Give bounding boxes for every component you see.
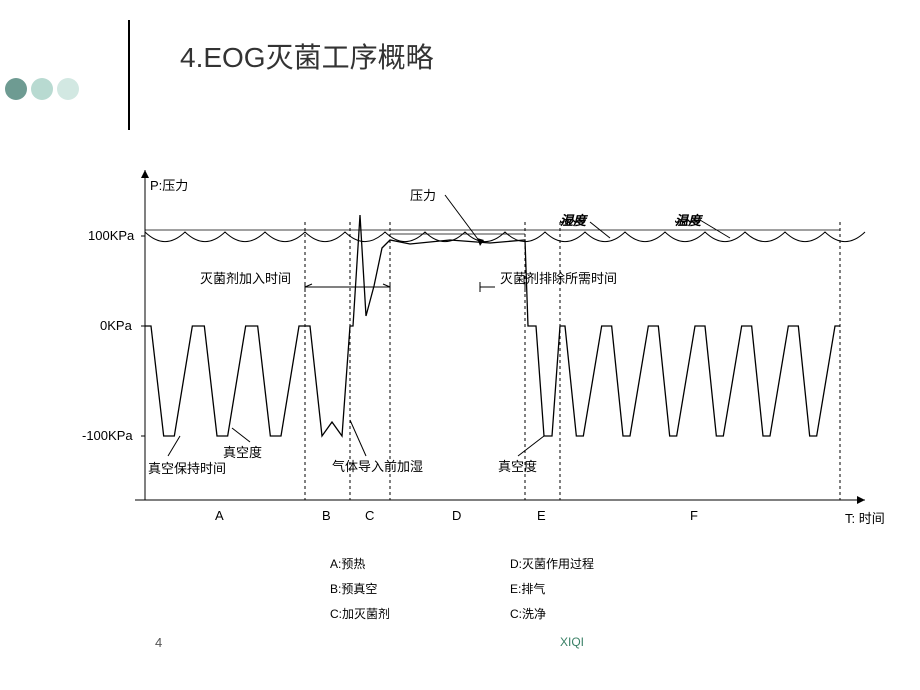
vacuum-hold-annot: 真空保持时间 — [148, 458, 226, 477]
legend-A: A:预热 — [330, 555, 365, 572]
legend-E: E:排气 — [510, 580, 545, 597]
legend-C2: C:洗净 — [510, 605, 546, 622]
slide-number: 4 — [155, 635, 162, 650]
pressure-annot: 压力 — [410, 185, 436, 204]
legend-C: C:加灭菌剂 — [330, 605, 390, 622]
chart-svg — [50, 160, 880, 660]
sterilant-add-annot: 灭菌剂加入时间 — [200, 268, 291, 287]
decor-dots — [5, 78, 83, 105]
phase-F: F — [690, 508, 698, 523]
legend-B: B:预真空 — [330, 580, 377, 597]
vacuum-deg-annot: 真空度 — [223, 442, 262, 461]
legend-D: D:灭菌作用过程 — [510, 555, 594, 572]
phase-D: D — [452, 508, 461, 523]
title-rule — [128, 20, 130, 130]
t-axis-label: T: 时间 — [845, 508, 885, 527]
ytick-100: 100KPa — [88, 228, 134, 243]
vacuum-deg2-annot: 真空度 — [498, 456, 537, 475]
page-title: 4.EOG灭菌工序概略 — [180, 36, 434, 76]
phase-B: B — [322, 508, 331, 523]
phase-E: E — [537, 508, 546, 523]
diagram-container: P:压力 T: 时间 100KPa 0KPa -100KPa 压力 湿度 温度 … — [50, 160, 880, 660]
ytick-0: 0KPa — [100, 318, 132, 333]
ytick-neg100: -100KPa — [82, 428, 133, 443]
footer-brand: XIQI — [560, 635, 584, 649]
sterilant-remove-annot: 灭菌剂排除所需时间 — [500, 268, 617, 287]
phase-C: C — [365, 508, 374, 523]
p-axis-label: P:压力 — [150, 175, 188, 194]
phase-A: A — [215, 508, 224, 523]
temperature-label: 温度 — [675, 210, 701, 229]
humidify-annot: 气体导入前加湿 — [332, 456, 423, 475]
humidity-label: 湿度 — [560, 210, 586, 229]
